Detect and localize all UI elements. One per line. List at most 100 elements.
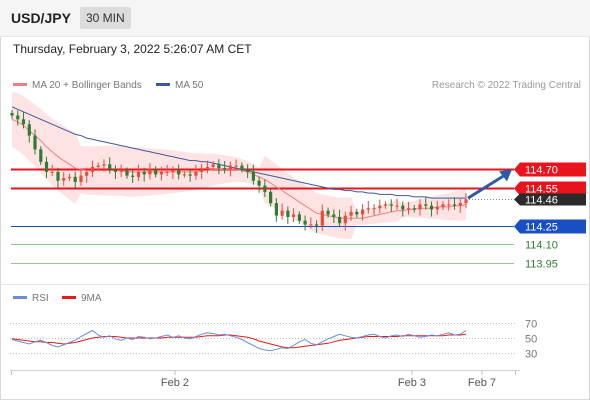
candle-body [418, 204, 422, 210]
candle-body [188, 174, 192, 176]
forecast-arrow-head [499, 169, 512, 182]
candle-body [102, 164, 106, 166]
candle-body [108, 164, 112, 170]
candle-body [39, 149, 43, 162]
candle-body [251, 171, 255, 181]
candle-body [292, 214, 296, 217]
candle-body [349, 211, 353, 216]
candle-body [395, 205, 399, 207]
candle-body [223, 168, 227, 170]
candle-body [154, 169, 158, 175]
candle-body [309, 224, 313, 226]
candle-body [131, 175, 135, 177]
candle-body [332, 214, 336, 217]
candle-body [217, 164, 221, 169]
candle-body [458, 203, 462, 206]
level-label-114.70: 114.70 [525, 165, 558, 177]
candle-body [326, 210, 330, 215]
candle-body [269, 191, 273, 204]
candle-body [452, 204, 457, 206]
candle-body [447, 204, 451, 206]
candle-body [435, 206, 439, 210]
candle-body [401, 205, 405, 210]
candle-body [257, 180, 261, 186]
candle-body [44, 161, 49, 172]
candle-body [113, 169, 118, 172]
legend-ma9: 9MA [62, 293, 102, 304]
level-label-114.55: 114.55 [525, 184, 558, 196]
candle-body [286, 210, 290, 217]
candle-body [142, 171, 146, 175]
timeframe-button[interactable]: 30 MIN [80, 7, 131, 29]
last-price-label: 114.46 [525, 195, 558, 207]
legend-rsi: RSI [13, 293, 49, 304]
candle-body [96, 165, 100, 167]
candle-body [246, 169, 250, 172]
candle-body [366, 208, 370, 210]
candle-body [177, 170, 181, 175]
candle-body [79, 175, 83, 182]
candle-body [56, 171, 60, 181]
candle-body [27, 124, 31, 136]
candle-body [378, 205, 382, 209]
ma20-line [11, 118, 467, 219]
rsi-tick-30: 30 [525, 349, 537, 361]
candle-body [338, 216, 342, 224]
candle-body [320, 210, 324, 226]
candle-body [372, 208, 376, 210]
candle-body [194, 171, 198, 176]
level-label-114.25: 114.25 [525, 222, 558, 234]
rsi-ma9-line [11, 333, 467, 349]
candle-body [21, 119, 26, 125]
legend-rsi-label: RSI [32, 293, 49, 304]
candle-body [441, 204, 445, 207]
legend-ma9-swatch [62, 295, 76, 299]
candle-body [274, 203, 278, 216]
legend-ma9-label: 9MA [81, 293, 102, 304]
candle-body [200, 168, 204, 172]
candle-body [424, 204, 428, 206]
legend-ma50: MA 50 [156, 80, 203, 91]
candle-body [429, 205, 434, 210]
candle-body [33, 135, 37, 150]
x-tick-label: Feb 3 [398, 377, 426, 389]
candle-body [50, 171, 54, 173]
candle-body [73, 176, 77, 182]
rsi-tick-50: 50 [525, 334, 537, 346]
candle-body [125, 170, 129, 176]
candle-body [240, 165, 244, 170]
candle-body [136, 171, 141, 177]
candle-body [280, 210, 284, 216]
legend-ma50-label: MA 50 [175, 80, 204, 91]
candle-body [165, 171, 169, 173]
legend-ma50-swatch [156, 82, 170, 86]
level-label-114.10: 114.10 [525, 240, 558, 252]
candle-body [361, 209, 365, 215]
candle-body [343, 215, 347, 224]
forecast-arrow-shaft [467, 173, 507, 200]
level-label-113.95: 113.95 [525, 259, 558, 271]
x-tick-label: Feb 7 [468, 377, 496, 389]
candle-body [389, 204, 393, 206]
candle-body [16, 115, 20, 120]
candle-body [211, 164, 215, 167]
candle-body [10, 113, 14, 116]
candle-body [228, 165, 232, 170]
candle-body [234, 165, 238, 167]
candle-body [407, 208, 411, 210]
candle-body [464, 199, 468, 204]
rsi-line [11, 329, 467, 352]
ma50-line [11, 106, 466, 199]
candle-body [159, 171, 163, 175]
candle-body [85, 171, 89, 176]
candle-body [412, 208, 416, 210]
chart-header: USD/JPY 30 MIN [0, 0, 590, 37]
chart-datetime: Thursday, February 3, 2022 5:26:07 AM CE… [13, 42, 252, 56]
candle-body [315, 224, 319, 226]
candle-body [62, 178, 66, 181]
level-tag-114.55 [514, 181, 586, 196]
level-tag-114.25 [514, 219, 586, 234]
copyright-note: Research © 2022 Trading Central [431, 80, 581, 91]
candle-body [297, 214, 301, 221]
